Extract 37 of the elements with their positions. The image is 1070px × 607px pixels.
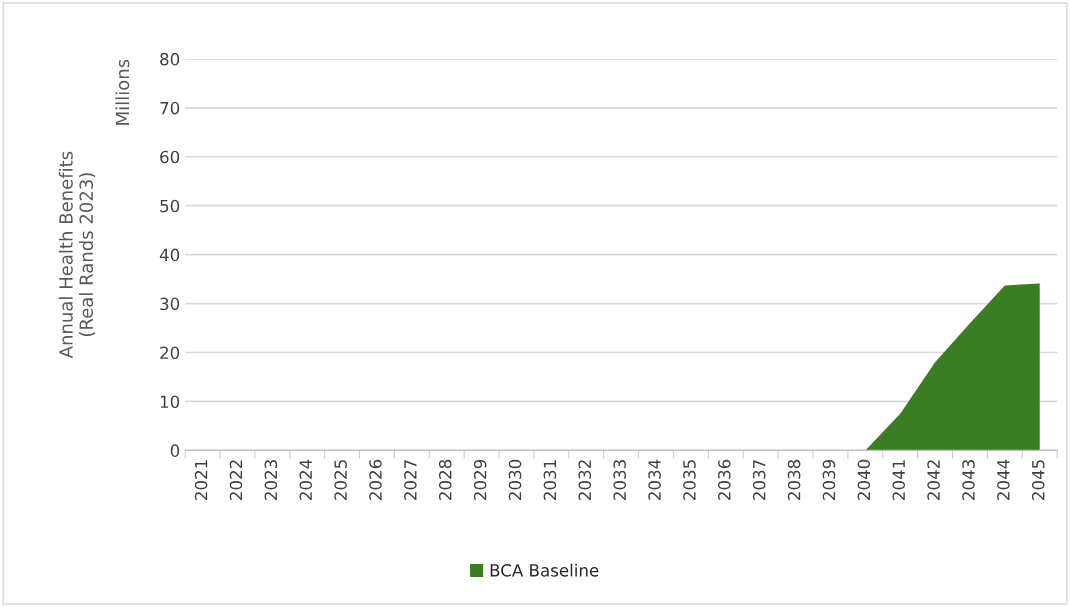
x-tick-label: 2026 (369, 459, 382, 500)
x-tick-label: 2032 (578, 460, 592, 500)
y-tick-label: 60 (160, 150, 180, 164)
x-tick-label: 2028 (438, 459, 452, 500)
x-tick-label: 2025 (334, 460, 347, 500)
x-tick-label: 2027 (404, 460, 417, 500)
y-tick-label: 30 (160, 297, 180, 311)
x-tick-label: 2036 (718, 459, 731, 500)
x-tick-label: 2042 (927, 460, 940, 500)
x-tick-label: 2033 (613, 460, 626, 500)
x-tick-label: 2029 (473, 459, 487, 500)
x-tick-label: 2040 (857, 459, 871, 500)
x-tick-label: 2035 (683, 460, 696, 500)
y-tick-label: 40 (159, 248, 180, 262)
x-tick-label: 2030 (508, 459, 522, 500)
y-axis-title: Annual Health Benefits (Real Rands 2023) (58, 151, 96, 359)
x-tick-label: 2044 (997, 459, 1010, 500)
x-tick-label: 2023 (264, 460, 278, 500)
x-tick-label: 2031 (543, 460, 557, 500)
x-tick-label: 2021 (194, 460, 208, 500)
text: Millions (115, 59, 130, 125)
x-tick-label: 2022 (229, 460, 243, 500)
x-tick-label: 2039 (822, 459, 836, 500)
x-tick-label: 2024 (299, 459, 313, 500)
x-tick-label: 2034 (648, 459, 661, 500)
x-tick-label: 2043 (962, 460, 975, 500)
x-tick-label: 2038 (787, 459, 801, 500)
x-tick-label: 2037 (752, 460, 766, 500)
y-tick-label: 10 (160, 395, 180, 409)
x-tick-label: 2041 (892, 460, 906, 500)
y-tick-label: 80 (160, 52, 180, 66)
legend-label: BCA Baseline (490, 563, 599, 577)
y-tick-label: 20 (160, 346, 180, 360)
y-tick-label: 70 (160, 101, 180, 115)
y-tick-label: 50 (160, 199, 180, 213)
y-tick-label: 0 (170, 444, 180, 457)
x-tick-label: 2045 (1031, 460, 1045, 500)
